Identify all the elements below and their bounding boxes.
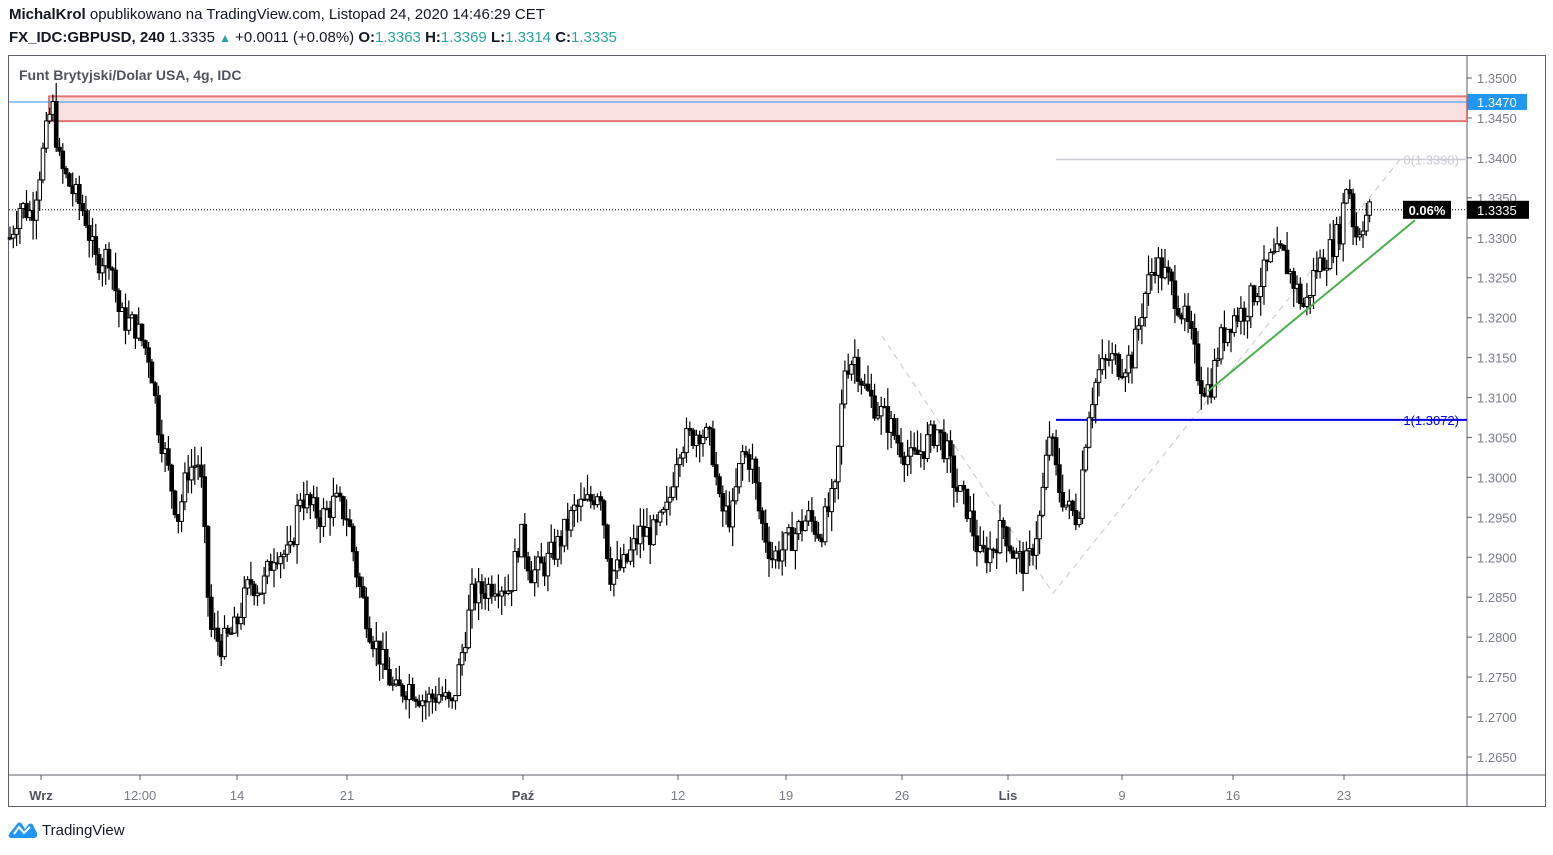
- price-tick-label: 1.3200: [1477, 311, 1517, 326]
- price-tick-label: 1.3000: [1477, 470, 1517, 485]
- tradingview-branding[interactable]: TradingView: [8, 820, 125, 840]
- price-tick-label: 1.3250: [1477, 271, 1517, 286]
- symbol-info: FX_IDC:GBPUSD, 240 1.3335 ▲ +0.0011 (+0.…: [9, 29, 617, 46]
- price-tick-label: 1.2700: [1477, 710, 1517, 725]
- time-tick-label: Lis: [999, 788, 1018, 803]
- change-pct-text: 0.06%: [1409, 203, 1446, 218]
- price-tick-label: 1.3500: [1477, 71, 1517, 86]
- time-tick-label: 23: [1337, 788, 1351, 803]
- price-axis[interactable]: 1.35001.34501.34001.33501.33001.32501.32…: [1467, 71, 1517, 765]
- time-tick-label: Wrz: [29, 788, 53, 803]
- close-label: C:: [555, 29, 572, 46]
- price-tick-label: 1.2750: [1477, 670, 1517, 685]
- published-text: opublikowano na TradingView.com, Listopa…: [89, 6, 545, 23]
- publish-info: MichalKrol opublikowano na TradingView.c…: [9, 6, 545, 23]
- open-label: O:: [358, 29, 375, 46]
- fib-trend-path[interactable]: [881, 159, 1401, 595]
- open-value: 1.3363: [375, 29, 421, 46]
- high-value: 1.3369: [440, 29, 487, 46]
- time-tick-label: 21: [340, 788, 354, 803]
- low-value: 1.3314: [505, 29, 552, 46]
- time-tick-label: 26: [895, 788, 909, 803]
- trend-line[interactable]: [1207, 219, 1416, 392]
- tradingview-logo-icon: [8, 822, 38, 838]
- price-tick-label: 1.3300: [1477, 231, 1517, 246]
- change-pct-badge: [1403, 200, 1451, 219]
- time-tick-label: 9: [1118, 788, 1125, 803]
- fib-level-label: 1(1.3072): [1403, 413, 1459, 428]
- brand-name: TradingView: [42, 821, 125, 839]
- price-tick-label: 1.3150: [1477, 351, 1517, 366]
- last-price-label: [1467, 200, 1529, 219]
- chart-frame: [8, 55, 1546, 807]
- time-tick-label: 16: [1226, 788, 1240, 803]
- price-tick-label: 1.2900: [1477, 550, 1517, 565]
- time-tick-label: Paź: [512, 788, 535, 803]
- price-tick-label: 1.2800: [1477, 630, 1517, 645]
- last-price: 1.3335: [169, 29, 215, 46]
- time-tick-label: 12:00: [124, 788, 157, 803]
- price-tick-label: 1.2650: [1477, 750, 1517, 765]
- price-tick-label: 1.3450: [1477, 111, 1517, 126]
- price-tick-label: 1.3050: [1477, 430, 1517, 445]
- low-label: L:: [490, 29, 506, 46]
- high-label: H:: [425, 29, 441, 46]
- symbol-name: FX_IDC:GBPUSD, 240: [9, 29, 165, 46]
- resistance-zone[interactable]: [48, 95, 1468, 123]
- time-tick-label: 19: [779, 788, 793, 803]
- fib-level-label: 0(1.3398): [1403, 152, 1459, 167]
- pane-title: Funt Brytyjski/Dolar USA, 4g, IDC: [19, 67, 242, 83]
- time-tick-label: 14: [230, 788, 244, 803]
- candles: [7, 83, 1372, 723]
- close-value: 1.3335: [571, 29, 617, 46]
- alert-price-text: 1.3470: [1477, 95, 1517, 110]
- time-axis[interactable]: Wrz 12:00 14 21 Paź 12 19 26 Lis 9 16 23: [29, 775, 1351, 803]
- last-price-text: 1.3335: [1477, 203, 1517, 218]
- up-triangle-icon: ▲: [219, 31, 231, 45]
- time-tick-label: 12: [671, 788, 685, 803]
- price-tick-label: 1.2950: [1477, 510, 1517, 525]
- price-tick-label: 1.3400: [1477, 151, 1517, 166]
- alert-price-label: [1467, 93, 1527, 110]
- price-tick-label: 1.2850: [1477, 590, 1517, 605]
- price-change: +0.0011 (+0.08%): [235, 29, 355, 46]
- price-tick-label: 1.3100: [1477, 391, 1517, 406]
- author-name[interactable]: MichalKrol: [9, 6, 86, 23]
